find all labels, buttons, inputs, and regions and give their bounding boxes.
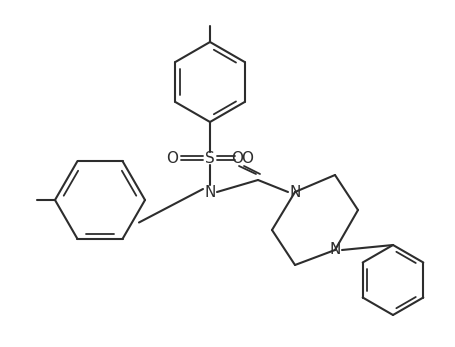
Text: N: N [329, 243, 341, 257]
Text: O: O [241, 151, 253, 166]
Text: O: O [231, 151, 243, 166]
Text: O: O [166, 151, 178, 166]
Text: N: N [289, 185, 301, 200]
Text: N: N [204, 185, 216, 200]
Text: S: S [205, 151, 215, 166]
